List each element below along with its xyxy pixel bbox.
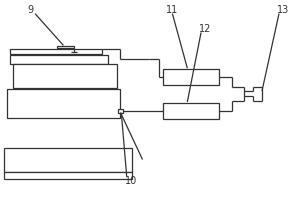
Bar [4,148,132,171]
Bar [57,46,74,48]
Text: 13: 13 [277,5,289,15]
Bar [7,89,120,118]
Text: 10: 10 [124,176,137,186]
Text: 11: 11 [166,5,178,15]
Bar [10,55,108,64]
Text: 9: 9 [28,5,34,15]
Bar [164,69,219,85]
Bar [10,49,102,54]
Bar [164,103,219,119]
Bar [13,64,117,88]
Bar [118,109,123,113]
Bar [4,172,132,179]
Text: 12: 12 [199,24,212,34]
